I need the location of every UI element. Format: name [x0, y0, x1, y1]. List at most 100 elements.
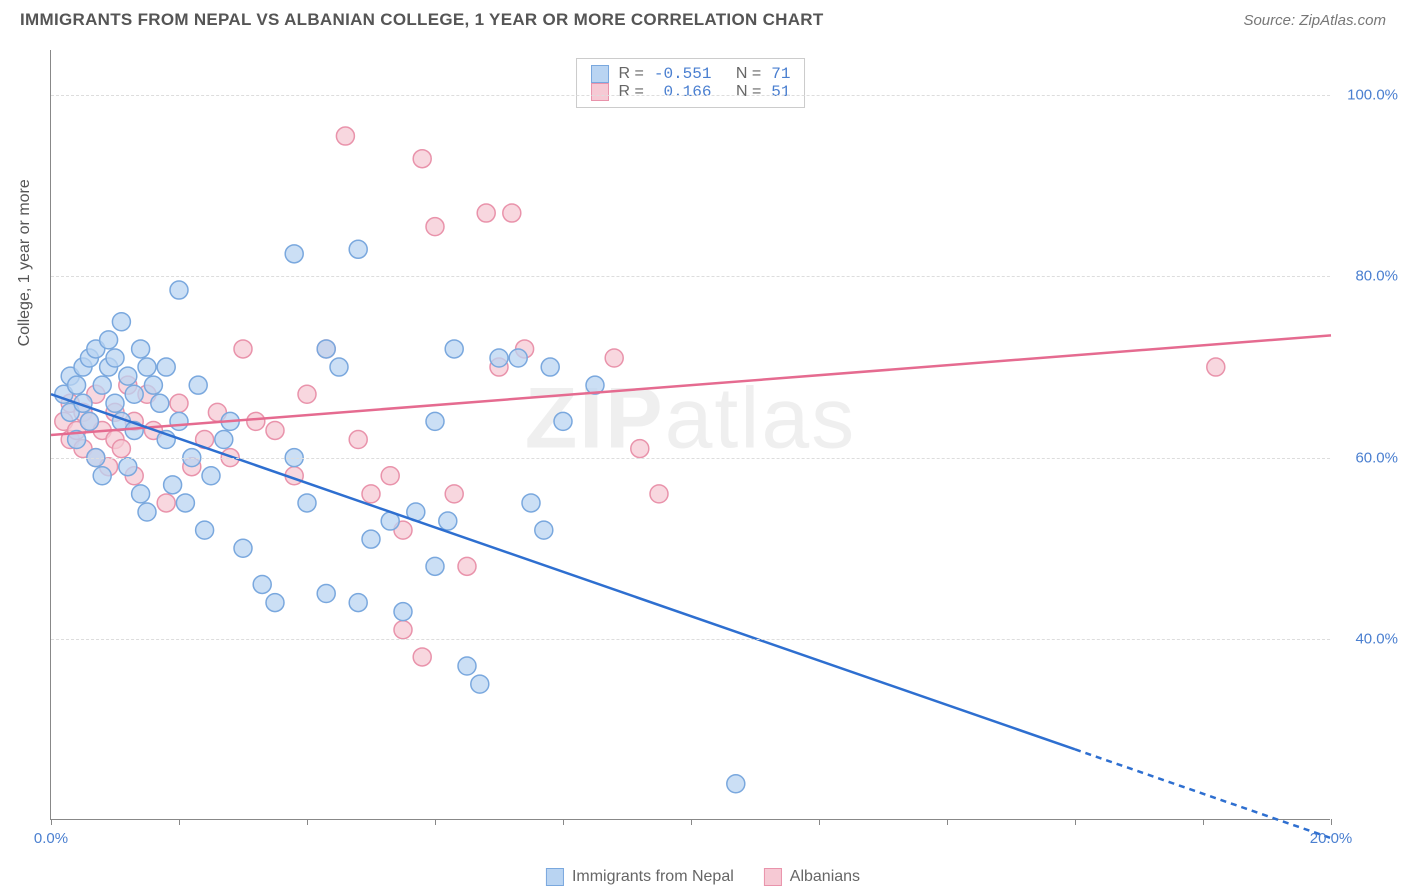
y-axis-label: College, 1 year or more: [16, 179, 34, 346]
gridline: [51, 276, 1330, 277]
gridline: [51, 639, 1330, 640]
nepal-point: [196, 521, 214, 539]
nepal-point: [106, 394, 124, 412]
albanian-point: [362, 485, 380, 503]
x-tick-label: 0.0%: [34, 830, 68, 847]
nepal-point: [426, 557, 444, 575]
nepal-point: [106, 349, 124, 367]
albanian-point: [247, 412, 265, 430]
albanian-point: [394, 621, 412, 639]
x-tick: [307, 819, 308, 825]
albanian-point: [650, 485, 668, 503]
nepal-point: [541, 358, 559, 376]
albanian-point: [112, 440, 130, 458]
nepal-point: [68, 376, 86, 394]
gridline: [51, 95, 1330, 96]
chart-source: Source: ZipAtlas.com: [1243, 12, 1386, 29]
legend-nepal-label: Immigrants from Nepal: [572, 868, 734, 886]
gridline: [51, 458, 1330, 459]
albanian-point: [503, 204, 521, 222]
nepal-point: [471, 675, 489, 693]
albanian-point: [298, 385, 316, 403]
scatter-svg: [51, 50, 1330, 819]
nepal-point: [138, 358, 156, 376]
nepal-point: [317, 340, 335, 358]
x-tick: [1203, 819, 1204, 825]
albanian-point: [458, 557, 476, 575]
nepal-point: [509, 349, 527, 367]
nepal-point: [151, 394, 169, 412]
nepal-point: [458, 657, 476, 675]
nepal-point: [330, 358, 348, 376]
nepal-point: [362, 530, 380, 548]
nepal-point: [170, 281, 188, 299]
nepal-point: [349, 594, 367, 612]
albanian-point: [413, 648, 431, 666]
nepal-point: [93, 467, 111, 485]
x-tick: [563, 819, 564, 825]
nepal-point: [234, 539, 252, 557]
legend-swatch-nepal: [546, 868, 564, 886]
nepal-point: [426, 412, 444, 430]
series-legend: Immigrants from Nepal Albanians: [538, 866, 868, 888]
x-tick: [179, 819, 180, 825]
nepal-point: [215, 431, 233, 449]
legend-item-albanian: Albanians: [764, 868, 860, 886]
albanian-point: [477, 204, 495, 222]
x-tick: [947, 819, 948, 825]
nepal-point: [266, 594, 284, 612]
nepal-point: [144, 376, 162, 394]
chart-title: IMMIGRANTS FROM NEPAL VS ALBANIAN COLLEG…: [20, 10, 824, 30]
albanian-point: [413, 150, 431, 168]
nepal-point: [164, 476, 182, 494]
nepal-point: [535, 521, 553, 539]
albanian-point: [445, 485, 463, 503]
nepal-point: [490, 349, 508, 367]
legend-item-nepal: Immigrants from Nepal: [546, 868, 734, 886]
x-tick: [691, 819, 692, 825]
nepal-point: [119, 458, 137, 476]
nepal-point: [189, 376, 207, 394]
nepal-point: [138, 503, 156, 521]
nepal-regression-line: [51, 394, 1075, 749]
y-tick-label: 40.0%: [1355, 630, 1398, 647]
nepal-point: [100, 331, 118, 349]
nepal-point: [119, 367, 137, 385]
nepal-point: [132, 340, 150, 358]
albanian-point: [170, 394, 188, 412]
nepal-point: [727, 775, 745, 793]
x-tick: [51, 819, 52, 825]
y-tick-label: 100.0%: [1347, 87, 1398, 104]
albanian-point: [157, 494, 175, 512]
albanian-point: [426, 218, 444, 236]
nepal-point: [202, 467, 220, 485]
nepal-point: [349, 240, 367, 258]
albanian-point: [381, 467, 399, 485]
legend-albanian-label: Albanians: [790, 868, 860, 886]
nepal-point: [298, 494, 316, 512]
nepal-point: [554, 412, 572, 430]
albanian-point: [234, 340, 252, 358]
legend-swatch-albanian: [764, 868, 782, 886]
x-tick: [1331, 819, 1332, 825]
nepal-point: [170, 412, 188, 430]
nepal-point: [253, 575, 271, 593]
y-tick-label: 60.0%: [1355, 449, 1398, 466]
nepal-point: [132, 485, 150, 503]
x-tick: [1075, 819, 1076, 825]
y-tick-label: 80.0%: [1355, 268, 1398, 285]
albanian-point: [266, 421, 284, 439]
chart-plot-area: ZIPatlas R = -0.551 N = 71 R = 0.166 N =…: [50, 50, 1330, 820]
albanian-point: [1207, 358, 1225, 376]
x-tick: [819, 819, 820, 825]
nepal-point: [285, 245, 303, 263]
albanian-point: [605, 349, 623, 367]
nepal-point: [445, 340, 463, 358]
x-tick-label: 20.0%: [1310, 830, 1353, 847]
albanian-point: [349, 431, 367, 449]
albanian-point: [631, 440, 649, 458]
nepal-point: [176, 494, 194, 512]
nepal-point: [522, 494, 540, 512]
nepal-point: [112, 313, 130, 331]
nepal-point: [93, 376, 111, 394]
